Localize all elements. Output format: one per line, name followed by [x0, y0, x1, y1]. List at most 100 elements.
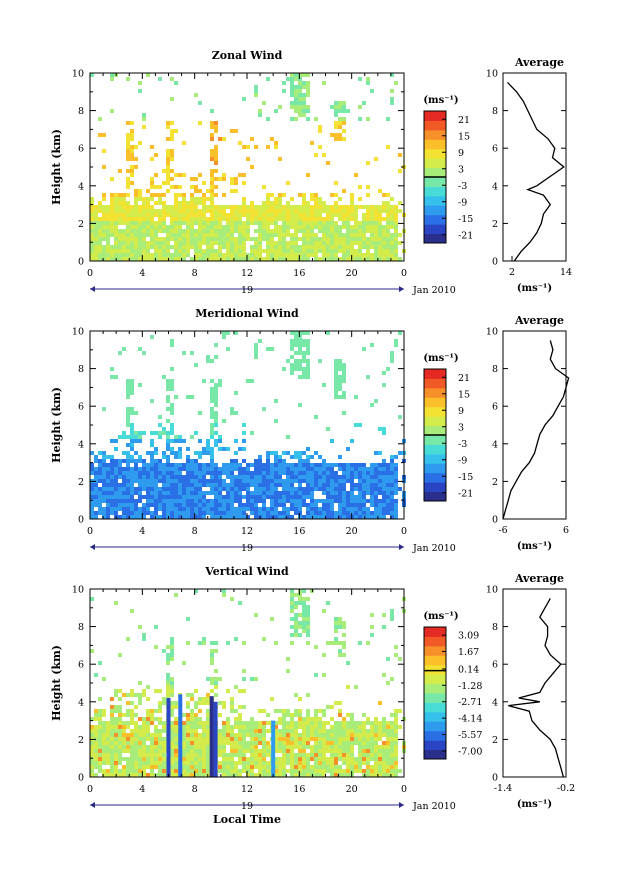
x-axis-label: Local Time	[213, 813, 281, 826]
panel-title: Zonal Wind	[212, 49, 283, 62]
downdraft-column	[166, 698, 171, 777]
colorbar-tick-label: 3	[458, 164, 464, 175]
average-y-tick-label: 6	[492, 402, 498, 413]
x-tick-label: 20	[346, 784, 358, 795]
average-y-tick-label: 2	[492, 477, 498, 488]
panel-title: Meridional Wind	[195, 307, 299, 320]
colorbar-tick-label: -9	[458, 197, 467, 208]
x-tick-label: 12	[241, 784, 253, 795]
y-axis-label: Height (km)	[50, 129, 63, 205]
y-axis-label: Height (km)	[50, 645, 63, 721]
average-frame	[502, 330, 567, 520]
heatmap-cells	[90, 589, 406, 777]
colorbar-frame	[423, 626, 447, 760]
y-tick-label: 0	[78, 257, 84, 268]
heatmap-cells	[90, 331, 406, 519]
average-y-tick-label: 4	[492, 181, 498, 192]
colorbar-segment	[424, 636, 446, 647]
date-label: Jan 2010	[412, 543, 456, 554]
y-tick-label: 4	[78, 181, 84, 192]
colorbar-segment	[424, 233, 446, 244]
downdraft-column	[213, 701, 218, 777]
average-x-label: (ms⁻¹)	[517, 541, 552, 552]
colorbar-segment	[424, 111, 446, 121]
y-tick-label: 4	[78, 697, 84, 708]
colorbar-segment	[424, 463, 446, 474]
colorbar-segment	[424, 120, 446, 131]
colorbar: (ms⁻¹)21 15 9 3 -3 -9 -15 -21	[423, 95, 473, 244]
colorbar-segment	[424, 205, 446, 216]
average-x-tick-label: 2	[509, 267, 515, 278]
colorbar-tick-label: -21	[458, 488, 473, 499]
colorbar-segment	[424, 711, 446, 722]
average-x-label: (ms⁻¹)	[517, 283, 552, 294]
downdraft-column	[271, 720, 276, 777]
colorbar-tick-label: 21	[458, 373, 470, 384]
average-y-tick-label: 4	[492, 697, 498, 708]
x-tick-label: 12	[241, 268, 253, 279]
average-profile-line	[502, 340, 570, 520]
day-bar-start-arrow	[90, 544, 95, 550]
y-tick-label: 10	[72, 585, 84, 596]
colorbar-tick-label: -7.00	[458, 746, 482, 757]
colorbar-tick-label: 15	[458, 131, 470, 142]
average-x-label: (ms⁻¹)	[517, 799, 552, 810]
day-label: 19	[241, 285, 253, 296]
colorbar-tick-label: -15	[458, 214, 473, 225]
colorbar-segment	[424, 369, 446, 379]
panel-meridional-wind: Meridional Wind 0 2 4 6 8 10 Height (km) 0 4 8 12 16…	[50, 307, 570, 554]
colorbar-tick-label: -21	[458, 230, 473, 241]
average-profile-line	[507, 81, 565, 262]
colorbar-segment	[424, 482, 446, 493]
colorbar-tick-label: 0.14	[458, 665, 479, 676]
colorbar-segment	[424, 435, 446, 445]
colorbar-segment	[424, 674, 446, 685]
colorbar-segment	[424, 397, 446, 408]
colorbar-segment	[424, 627, 446, 637]
x-tick-label: 4	[139, 784, 145, 795]
colorbar-segment	[424, 645, 446, 656]
x-tick-label: 0	[87, 784, 93, 795]
average-frame	[502, 588, 567, 778]
x-tick-label: 0	[401, 526, 407, 537]
y-tick-label: 10	[72, 327, 84, 338]
average-y-tick-label: 0	[492, 515, 498, 526]
x-tick-label: 12	[241, 526, 253, 537]
colorbar-segment	[424, 214, 446, 225]
day-bar-end-arrow	[399, 286, 404, 292]
date-label: Jan 2010	[412, 801, 456, 812]
colorbar-segment	[424, 655, 446, 666]
average-y-tick-label: 8	[492, 622, 498, 633]
y-tick-label: 8	[78, 106, 84, 117]
x-tick-label: 0	[87, 268, 93, 279]
colorbar-segment	[424, 702, 446, 713]
date-label: Jan 2010	[412, 285, 456, 296]
colorbar-segment	[424, 387, 446, 398]
y-axis-label: Height (km)	[50, 387, 63, 463]
y-tick-label: 2	[78, 219, 84, 230]
y-tick-label: 0	[78, 773, 84, 784]
colorbar-segment	[424, 148, 446, 159]
downdraft-column	[178, 694, 183, 777]
colorbar-unit: (ms⁻¹)	[423, 95, 458, 106]
x-tick-label: 16	[293, 784, 305, 795]
colorbar: (ms⁻¹)3.09 1.67 0.14 -1.28 -2.71 -4.14 -5.57 -7…	[423, 611, 482, 760]
average-x-tick-label: -6	[498, 525, 507, 536]
y-tick-label: 6	[78, 144, 84, 155]
y-tick-label: 6	[78, 660, 84, 671]
colorbar-segment	[424, 693, 446, 703]
colorbar-segment	[424, 491, 446, 502]
x-tick-label: 4	[139, 268, 145, 279]
colorbar-tick-label: -3	[458, 181, 467, 192]
colorbar-segment	[424, 139, 446, 150]
average-y-tick-label: 10	[486, 327, 498, 338]
y-tick-label: 4	[78, 439, 84, 450]
y-tick-label: 2	[78, 735, 84, 746]
colorbar-unit: (ms⁻¹)	[423, 353, 458, 364]
heatmap-cells	[90, 73, 406, 261]
y-tick-label: 6	[78, 402, 84, 413]
colorbar-tick-label: 9	[458, 406, 464, 417]
x-tick-label: 0	[401, 784, 407, 795]
average-y-tick-label: 8	[492, 106, 498, 117]
